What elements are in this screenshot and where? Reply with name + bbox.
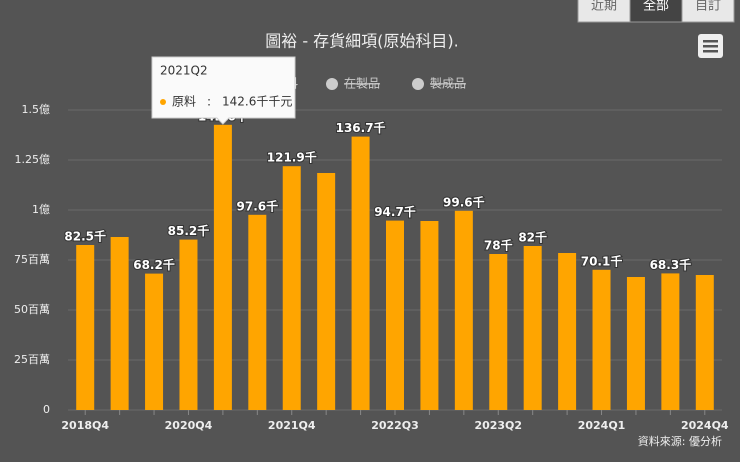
y-tick-label: 75百萬 xyxy=(14,253,50,266)
button-label[interactable]: 全部 xyxy=(643,0,669,14)
tooltip-value: 142.6千千元 xyxy=(222,95,292,109)
legend-label[interactable]: 在製品 xyxy=(344,77,380,91)
x-tick-label: 2023Q2 xyxy=(474,419,522,432)
y-tick-label: 1.25億 xyxy=(15,153,51,166)
x-tick-label: 2018Q4 xyxy=(61,419,109,432)
y-tick-label: 50百萬 xyxy=(14,303,50,316)
bar xyxy=(282,166,301,410)
bar xyxy=(523,246,542,410)
data-label: 70.1千 xyxy=(581,253,623,268)
bar xyxy=(179,239,198,410)
x-tick-label: 2024Q1 xyxy=(578,419,626,432)
menu-line xyxy=(703,45,718,48)
x-tick-label: 2020Q4 xyxy=(165,419,213,432)
tooltip-series: 原料 xyxy=(172,95,196,109)
bar xyxy=(110,237,129,410)
data-label: 99.6千 xyxy=(443,194,485,209)
x-tick-label: 2024Q4 xyxy=(681,419,729,432)
bar xyxy=(695,275,714,410)
y-tick-label: 25百萬 xyxy=(14,353,50,366)
bar xyxy=(489,254,508,410)
tooltip-colon: : xyxy=(207,95,211,109)
x-tick-label: 2021Q4 xyxy=(268,419,316,432)
bar xyxy=(145,273,164,410)
y-tick-label: 1億 xyxy=(32,203,50,216)
data-label: 94.7千 xyxy=(374,204,416,219)
data-label: 68.2千 xyxy=(133,257,175,272)
legend-marker xyxy=(412,78,424,90)
data-label: 82千 xyxy=(518,230,547,245)
bar xyxy=(454,210,473,410)
x-tick-label: 2022Q3 xyxy=(371,419,419,432)
legend-label[interactable]: 製成品 xyxy=(430,77,466,91)
tooltip-category: 2021Q2 xyxy=(160,64,208,78)
data-label: 121.9千 xyxy=(267,150,317,165)
data-label: 136.7千 xyxy=(336,120,386,135)
tooltip-box xyxy=(151,56,296,125)
bar xyxy=(626,277,645,410)
bar xyxy=(76,245,95,410)
bar xyxy=(213,124,232,411)
tooltip-marker xyxy=(160,99,166,105)
menu-button[interactable] xyxy=(698,34,723,58)
y-tick-label: 1.5億 xyxy=(22,103,51,116)
data-label: 78千 xyxy=(484,238,513,253)
menu-line xyxy=(703,50,718,53)
bar xyxy=(420,221,439,410)
data-label: 68.3千 xyxy=(650,257,692,272)
data-label: 85.2千 xyxy=(168,223,210,238)
y-tick-label: 0 xyxy=(43,403,50,416)
button[interactable] xyxy=(681,0,735,23)
source: 資料來源: 優分析 xyxy=(638,434,722,448)
legend-marker xyxy=(326,78,338,90)
bar xyxy=(558,253,577,410)
bar xyxy=(386,220,404,410)
bar xyxy=(248,214,267,410)
data-label: 97.6千 xyxy=(237,198,279,213)
chart-title: 圖裕 - 存貨細項(原始科目). xyxy=(265,32,459,51)
menu-line xyxy=(703,40,718,43)
button-label[interactable]: 近期 xyxy=(591,0,617,14)
bar xyxy=(661,273,680,410)
data-label: 82.5千 xyxy=(64,229,106,244)
bar xyxy=(317,173,336,410)
bar xyxy=(351,136,370,410)
bar xyxy=(592,269,611,410)
button-label[interactable]: 自訂 xyxy=(695,0,721,14)
